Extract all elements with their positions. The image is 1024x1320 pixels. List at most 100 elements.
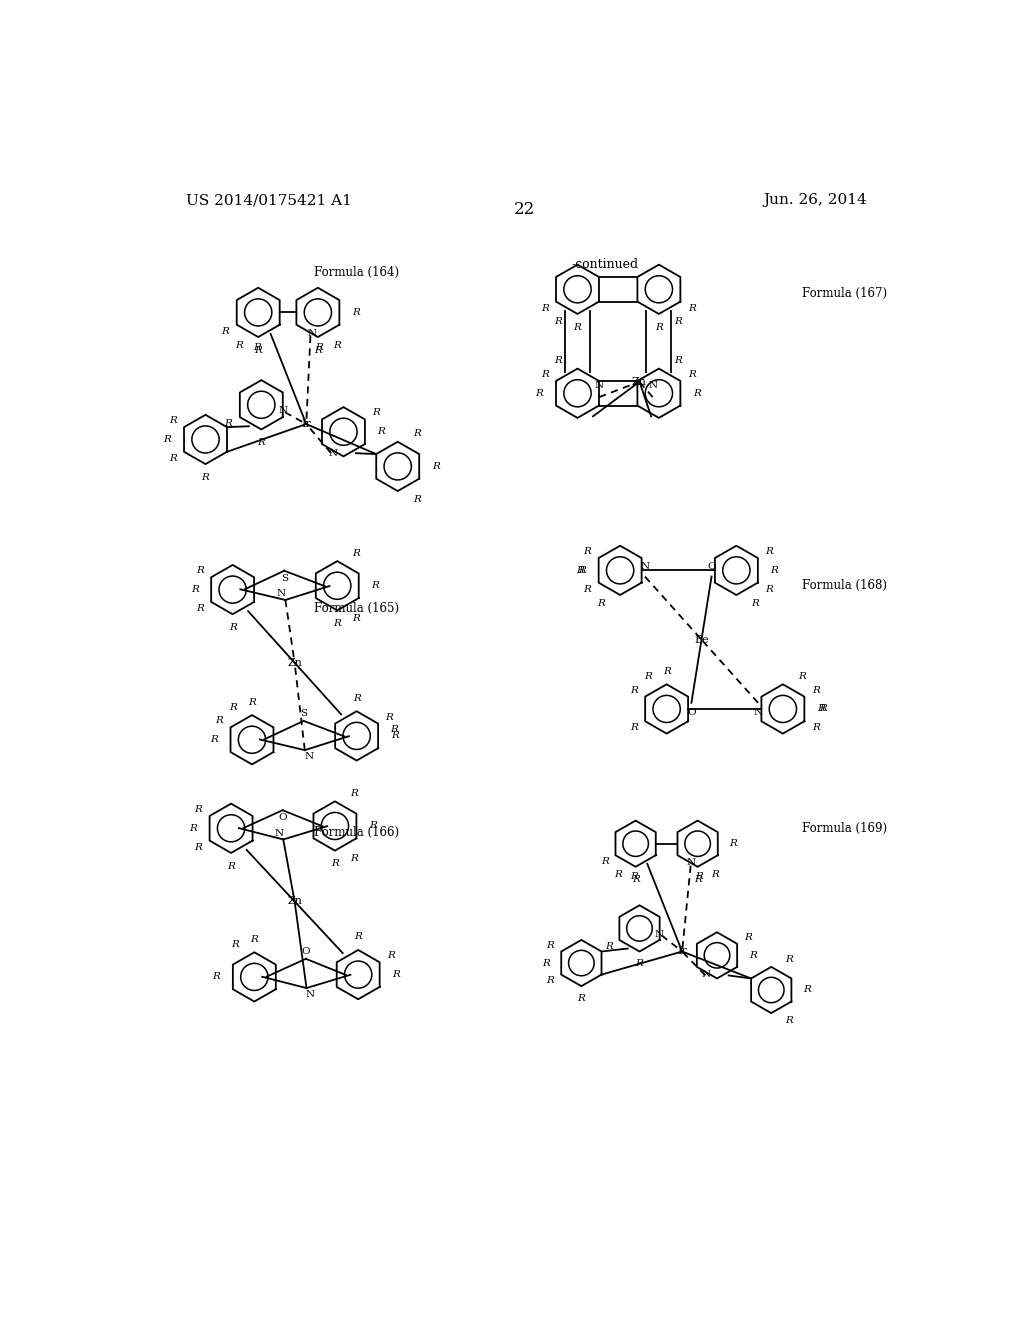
Text: R: R xyxy=(541,370,549,379)
Text: R: R xyxy=(812,723,819,733)
Text: N: N xyxy=(687,858,696,867)
Text: R: R xyxy=(630,723,638,733)
Text: R: R xyxy=(212,973,220,981)
Text: R: R xyxy=(555,318,562,326)
Text: Formula (168): Formula (168) xyxy=(803,579,888,593)
Text: R: R xyxy=(674,356,682,366)
Text: R: R xyxy=(202,473,210,482)
Text: R: R xyxy=(765,546,773,556)
Text: -continued: -continued xyxy=(571,259,638,272)
Text: O: O xyxy=(279,813,287,822)
Text: R: R xyxy=(632,875,640,883)
Text: R: R xyxy=(372,581,379,590)
Text: Formula (169): Formula (169) xyxy=(803,822,888,834)
Text: R: R xyxy=(231,940,240,949)
Text: R: R xyxy=(536,389,544,397)
Text: R: R xyxy=(674,318,682,326)
Text: R: R xyxy=(331,859,339,869)
Text: R: R xyxy=(195,842,202,851)
Text: N: N xyxy=(306,990,315,999)
Text: R: R xyxy=(688,304,695,313)
Text: R: R xyxy=(413,495,421,503)
Text: R: R xyxy=(350,789,357,797)
Text: R: R xyxy=(352,614,360,623)
Text: R: R xyxy=(770,566,778,574)
Text: R: R xyxy=(315,343,324,351)
Text: R: R xyxy=(195,805,202,814)
Text: Zn: Zn xyxy=(632,376,647,387)
Text: R: R xyxy=(334,619,341,628)
Text: R: R xyxy=(169,454,176,463)
Text: R: R xyxy=(579,566,586,574)
Text: N: N xyxy=(654,931,664,939)
Text: R: R xyxy=(712,870,720,879)
Text: R: R xyxy=(350,854,357,863)
Text: R: R xyxy=(663,667,671,676)
Text: R: R xyxy=(169,416,176,425)
Text: R: R xyxy=(352,308,359,317)
Text: R: R xyxy=(369,821,377,830)
Text: R: R xyxy=(584,546,591,556)
Text: R: R xyxy=(693,389,700,397)
Text: R: R xyxy=(390,725,398,734)
Text: R: R xyxy=(190,585,199,594)
Text: N: N xyxy=(595,381,604,389)
Text: R: R xyxy=(803,986,811,994)
Text: R: R xyxy=(573,322,582,331)
Text: R: R xyxy=(655,322,663,331)
Text: N: N xyxy=(701,970,711,979)
Text: R: R xyxy=(387,952,395,960)
Text: R: R xyxy=(785,1016,793,1026)
Text: Formula (167): Formula (167) xyxy=(803,286,888,300)
Text: R: R xyxy=(352,549,360,557)
Text: R: R xyxy=(228,623,237,632)
Text: R: R xyxy=(575,566,584,574)
Text: R: R xyxy=(597,598,605,607)
Text: R: R xyxy=(744,933,752,942)
Text: R: R xyxy=(354,932,362,941)
Text: R: R xyxy=(229,702,237,711)
Text: O: O xyxy=(708,562,716,572)
Text: O: O xyxy=(687,709,695,717)
Text: N: N xyxy=(328,449,337,458)
Text: N: N xyxy=(279,407,288,416)
Text: N: N xyxy=(754,709,763,717)
Text: Ir: Ir xyxy=(677,946,687,957)
Text: N: N xyxy=(274,829,284,838)
Text: R: R xyxy=(210,735,218,744)
Text: R: R xyxy=(695,871,703,880)
Text: N: N xyxy=(648,381,657,389)
Text: R: R xyxy=(386,713,393,722)
Text: R: R xyxy=(693,875,701,883)
Text: R: R xyxy=(630,685,638,694)
Text: R: R xyxy=(378,428,385,436)
Text: Be: Be xyxy=(694,635,709,644)
Text: S: S xyxy=(281,574,288,583)
Text: Zn: Zn xyxy=(287,657,302,668)
Text: R: R xyxy=(584,585,591,594)
Text: R: R xyxy=(613,870,622,879)
Text: R: R xyxy=(729,840,737,849)
Text: R: R xyxy=(413,429,421,438)
Text: R: R xyxy=(541,304,549,313)
Text: Zn: Zn xyxy=(287,896,302,907)
Text: 22: 22 xyxy=(514,201,536,218)
Text: R: R xyxy=(164,436,171,444)
Text: R: R xyxy=(253,343,260,351)
Text: R: R xyxy=(555,356,562,366)
Text: R: R xyxy=(578,994,586,1003)
Text: R: R xyxy=(605,941,612,950)
Text: Jun. 26, 2014: Jun. 26, 2014 xyxy=(764,193,867,207)
Text: N: N xyxy=(307,330,316,338)
Text: R: R xyxy=(749,950,757,960)
Text: R: R xyxy=(644,672,651,681)
Text: R: R xyxy=(432,462,439,471)
Text: R: R xyxy=(333,341,341,350)
Text: R: R xyxy=(817,705,824,713)
Text: R: R xyxy=(221,327,229,335)
Text: R: R xyxy=(227,862,236,870)
Text: R: R xyxy=(314,346,322,355)
Text: N: N xyxy=(276,589,286,598)
Text: Ir: Ir xyxy=(301,418,311,429)
Text: R: R xyxy=(196,605,204,612)
